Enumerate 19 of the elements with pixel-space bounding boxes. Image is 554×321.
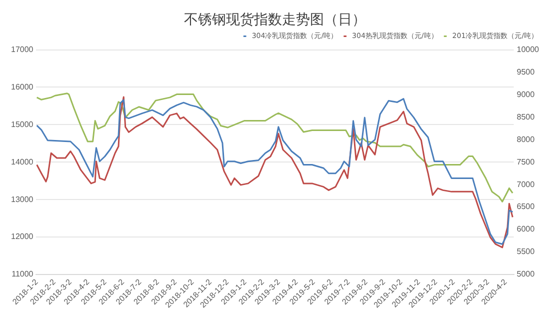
y-tick-label: 13000 bbox=[10, 194, 34, 204]
y2-tick-label: 9500 bbox=[516, 67, 536, 76]
y-tick-label: 11000 bbox=[12, 270, 34, 279]
y2-tick-label: 6500 bbox=[516, 202, 536, 212]
y2-tick-label: 5000 bbox=[516, 270, 536, 279]
y-tick-label: 14000 bbox=[10, 157, 34, 166]
y2-tick-label: 6000 bbox=[516, 224, 536, 234]
y2-tick-label: 7000 bbox=[516, 180, 536, 189]
y-tick-label: 17000 bbox=[10, 45, 34, 54]
y2-tick-label: 8500 bbox=[516, 112, 536, 122]
chart-title: 不锈钢现货指数走势图（日） bbox=[184, 12, 366, 28]
y2-tick-label: 5500 bbox=[516, 247, 536, 256]
y2-tick-label: 9000 bbox=[516, 90, 536, 99]
y2-tick-label: 7500 bbox=[516, 157, 536, 166]
y2-tick-label: 8000 bbox=[516, 134, 536, 144]
y-tick-label: 12000 bbox=[10, 232, 34, 242]
y-tick-label: 15000 bbox=[10, 120, 34, 129]
y-tick-label: 16000 bbox=[10, 82, 34, 92]
y2-tick-label: 10000 bbox=[516, 45, 540, 54]
